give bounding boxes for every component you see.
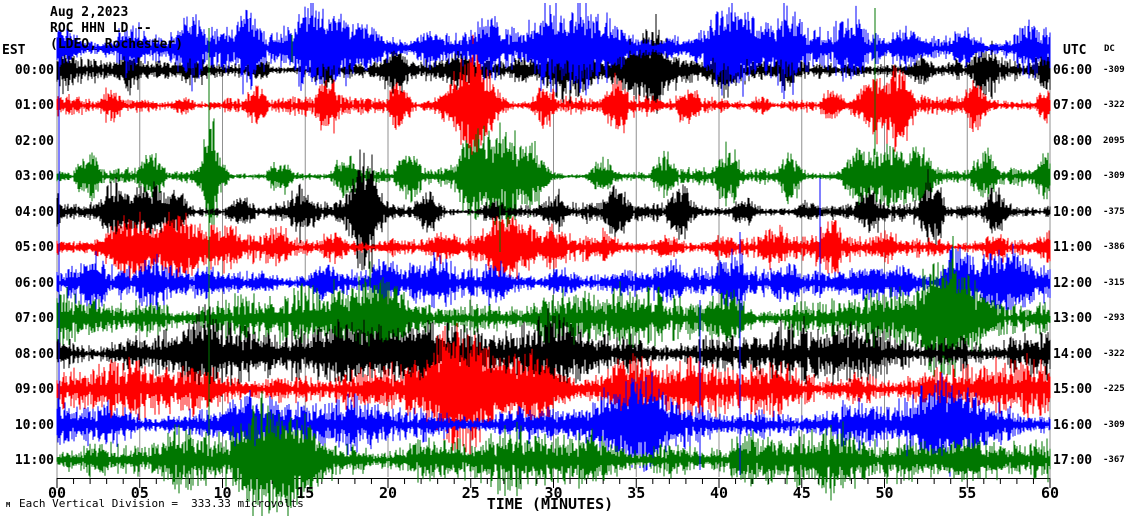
utc-time-label: 07:00 (1053, 98, 1093, 114)
est-time-label: 01:00 (14, 98, 54, 114)
est-time-label: 07:00 (14, 311, 54, 327)
corner-glyph: M (6, 501, 11, 509)
x-tick-label: 45 (792, 484, 811, 502)
utc-header: UTC (1063, 43, 1087, 58)
utc-time-label: 17:00 (1053, 452, 1093, 468)
utc-time-label: 10:00 (1053, 204, 1093, 220)
vertical-scale-note: Each Vertical Division = 333.33 microvol… (19, 497, 304, 510)
utc-time-label: 13:00 (1053, 311, 1093, 327)
dc-offset-value: -386 (1103, 242, 1125, 253)
dc-offset-value: -322 (1103, 100, 1125, 111)
station-label: ROC HHN LD -- (50, 21, 152, 36)
x-tick-label: 50 (875, 484, 894, 502)
utc-time-label: 06:00 (1053, 63, 1093, 78)
dc-offset-value: -322 (1103, 348, 1125, 359)
seismogram-trace-0800 (56, 304, 1051, 402)
utc-time-label: 09:00 (1053, 169, 1093, 185)
est-time-label: 09:00 (14, 382, 54, 398)
est-time-label: 03:00 (14, 169, 54, 185)
x-tick-label: 40 (709, 484, 729, 502)
seismogram-trace-0900 (56, 323, 1051, 463)
x-tick-label: 00 (47, 484, 67, 502)
est-time-label: 05:00 (14, 240, 54, 256)
date-label: Aug 2,2023 (50, 5, 129, 20)
seismogram-trace-0400 (56, 149, 1051, 273)
seismogram-trace-1100 (56, 391, 1051, 516)
dc-offset-value: 2095 (1103, 135, 1125, 146)
est-time-label: 06:00 (14, 275, 54, 291)
dc-offset-value: -309 (1103, 65, 1125, 75)
seismogram-trace-0600 (56, 238, 1051, 327)
utc-time-label: 08:00 (1053, 133, 1093, 149)
utc-time-label: 15:00 (1053, 382, 1093, 398)
dc-offset-value: -225 (1103, 384, 1125, 395)
utc-time-label: 12:00 (1053, 275, 1093, 291)
est-time-label: 00:00 (14, 63, 54, 78)
est-time-label: 10:00 (14, 417, 54, 433)
x-tick-label: 55 (958, 484, 977, 502)
utc-time-label: 11:00 (1053, 240, 1093, 256)
est-time-label: 02:00 (14, 133, 54, 149)
x-tick-label: 60 (1040, 484, 1060, 502)
x-tick-label: 25 (461, 484, 480, 502)
x-axis-title: TIME (MINUTES) (486, 495, 614, 513)
x-tick-label: 05 (130, 484, 149, 502)
utc-time-label: 16:00 (1053, 417, 1093, 433)
seismogram-trace-0100 (56, 34, 1051, 179)
seismogram-trace-0700 (56, 236, 1051, 388)
est-time-label: 04:00 (14, 204, 54, 220)
dc-offset-value: -315 (1103, 277, 1125, 288)
seismogram-trace-0500 (56, 211, 1051, 287)
est-header: EST (2, 43, 26, 58)
x-tick-label: 15 (296, 484, 315, 502)
network-label: (LDEO, Rochester) (50, 37, 184, 52)
utc-time-label: 14:00 (1053, 346, 1093, 362)
est-time-label: 11:00 (14, 452, 54, 468)
x-tick-label: 35 (627, 484, 646, 502)
seismogram-trace-0300 (56, 118, 1051, 235)
dc-offset-value: -309 (1103, 171, 1125, 182)
seismogram-trace-0200 (56, 3, 1051, 99)
est-time-label: 08:00 (14, 346, 54, 362)
dc-offset-value: -375 (1103, 206, 1125, 217)
dc-header: DC (1104, 44, 1115, 54)
x-tick-label: 10 (213, 484, 232, 502)
dc-offset-value: -293 (1103, 313, 1125, 324)
x-tick-label: 20 (378, 484, 398, 502)
dc-offset-value: -367 (1103, 454, 1125, 465)
x-tick-label: 30 (544, 484, 563, 502)
dc-offset-value: -309 (1103, 419, 1125, 430)
